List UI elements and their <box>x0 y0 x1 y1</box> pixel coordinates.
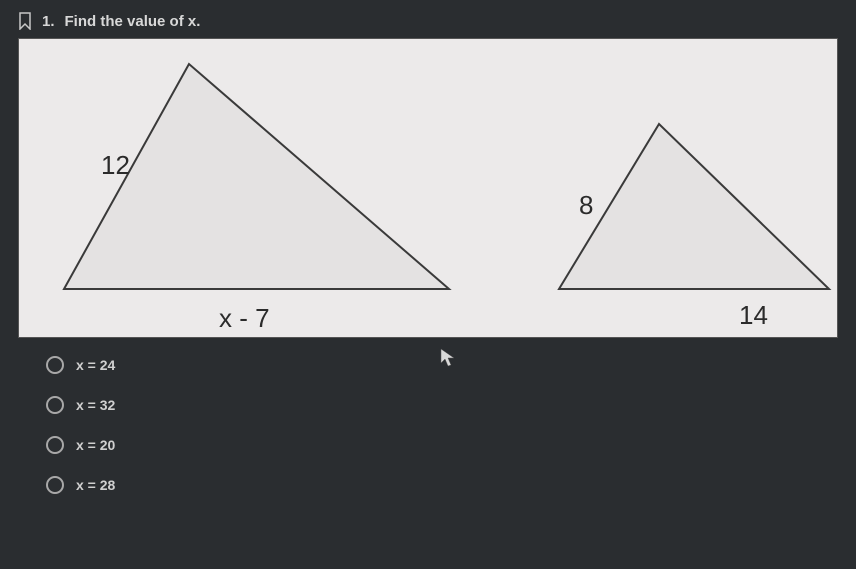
triangle1-base-label: x - 7 <box>219 303 270 333</box>
triangle2-base-label: 14 <box>739 300 768 330</box>
option-label: x = 28 <box>76 477 115 493</box>
question-header: 1. Find the value of x. <box>18 12 838 30</box>
radio-icon <box>46 356 64 374</box>
radio-icon <box>46 396 64 414</box>
option-d[interactable]: x = 28 <box>46 476 838 494</box>
figure-panel: 12 x - 7 8 14 <box>18 38 838 338</box>
option-label: x = 20 <box>76 437 115 453</box>
question-number: 1. <box>42 13 55 30</box>
answer-options: x = 24 x = 32 x = 20 x = 28 <box>18 356 838 494</box>
option-label: x = 32 <box>76 397 115 413</box>
triangle-large: 12 x - 7 <box>49 49 469 339</box>
triangle-small: 8 14 <box>549 109 849 339</box>
option-a[interactable]: x = 24 <box>46 356 838 374</box>
question-text: Find the value of x. <box>65 13 201 30</box>
option-label: x = 24 <box>76 357 115 373</box>
option-c[interactable]: x = 20 <box>46 436 838 454</box>
bookmark-icon[interactable] <box>18 12 32 30</box>
option-b[interactable]: x = 32 <box>46 396 838 414</box>
triangle2-side-label: 8 <box>579 190 593 220</box>
triangle1-side-label: 12 <box>101 150 130 180</box>
radio-icon <box>46 436 64 454</box>
radio-icon <box>46 476 64 494</box>
